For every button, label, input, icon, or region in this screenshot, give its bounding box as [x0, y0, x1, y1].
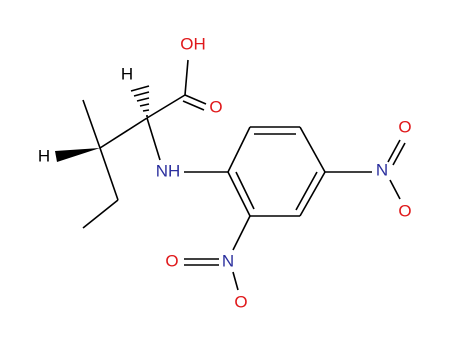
bond — [299, 126, 326, 173]
bond — [184, 59, 189, 96]
bond — [99, 147, 119, 201]
atom-label: O — [398, 117, 411, 136]
bond — [295, 171, 318, 211]
atom-label: O — [165, 251, 178, 270]
bonds — [55, 59, 406, 291]
bond — [235, 171, 255, 210]
bond — [392, 142, 406, 166]
atom-label: NH — [156, 161, 181, 180]
bond — [99, 117, 148, 149]
bond — [232, 215, 251, 251]
bond — [232, 271, 239, 291]
atom-label: O — [234, 292, 247, 311]
atom-label: H — [121, 64, 133, 83]
atom-label: N — [222, 251, 234, 270]
atom-label: N — [376, 160, 388, 179]
atom-labels: OH O H H NH N O O N O O — [38, 34, 412, 311]
bond — [82, 199, 119, 229]
bond — [146, 117, 161, 161]
bond — [387, 139, 401, 163]
bold-wedge — [55, 148, 100, 162]
atom-label: O — [209, 97, 222, 116]
atom-label: O — [398, 201, 411, 220]
bond — [227, 126, 251, 173]
atom-label: H — [38, 146, 50, 165]
bond — [184, 94, 207, 105]
bond — [82, 99, 101, 149]
bond — [299, 171, 326, 217]
bond — [389, 179, 401, 200]
bond — [227, 171, 251, 217]
bond — [182, 100, 205, 111]
atom-label: OH — [180, 34, 206, 53]
bond — [146, 94, 186, 119]
hashed-wedge — [130, 85, 150, 117]
